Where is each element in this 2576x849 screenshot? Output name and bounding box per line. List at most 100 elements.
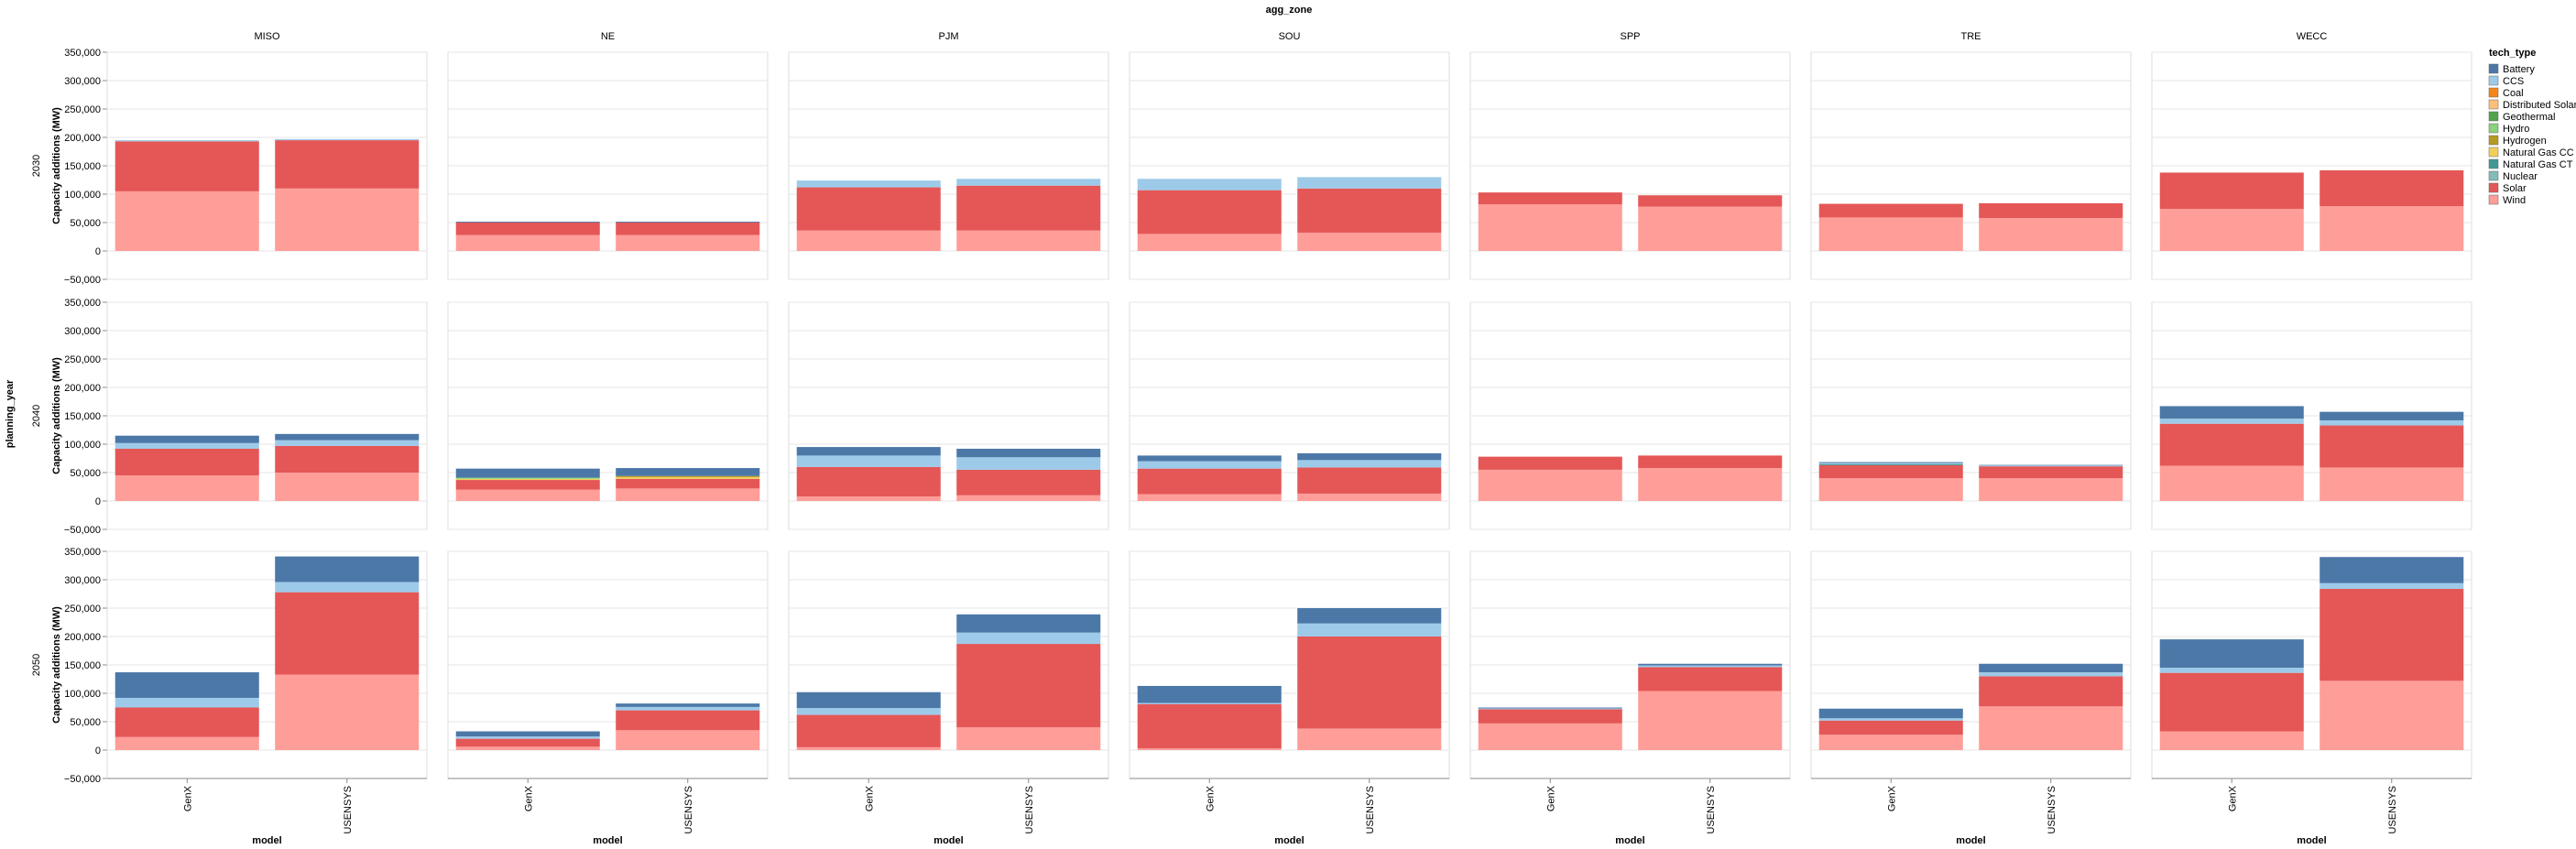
bar-segment-wind <box>1979 218 2123 251</box>
legend-swatch <box>2488 147 2499 158</box>
bar-segment-battery <box>115 672 259 698</box>
bar-segment-battery <box>1818 708 1963 719</box>
bar-segment-ccs <box>455 736 600 739</box>
facet-header-sou: SOU <box>1279 31 1301 42</box>
bar-segment-solar <box>275 592 420 675</box>
bar-segment-wind <box>796 496 941 501</box>
bar-segment-ccs <box>115 697 259 708</box>
bar-segment-solar <box>1979 202 2123 219</box>
bar-segment-wind <box>455 746 600 750</box>
bar-segment-battery <box>956 614 1101 633</box>
x-axis-title: model <box>1956 835 1985 846</box>
y-axis-title: Capacity additions (MW) <box>51 357 62 474</box>
bar-segment-wind <box>1297 728 1442 750</box>
bar-segment-wind <box>956 727 1101 750</box>
facet-panel-pjm-2040 <box>788 301 1109 530</box>
bar-segment-ccs <box>1818 718 1963 721</box>
bar-segment-ccs <box>1137 461 1282 469</box>
y-tick-label: 250,000 <box>64 104 101 115</box>
bar-segment-wind <box>115 475 259 501</box>
bar-segment-solar <box>1297 637 1442 729</box>
y-tick-label: 200,000 <box>64 383 101 394</box>
bar-segment-wind <box>1297 493 1442 501</box>
x-axis-title: model <box>1615 835 1644 846</box>
bar-segment-ccs <box>1137 702 1282 704</box>
bar-segment-wind <box>275 473 420 501</box>
legend-label-coal: Coal <box>2503 88 2524 99</box>
facet-panel-sou-2050 <box>1129 550 1450 779</box>
legend-swatch <box>2488 170 2499 181</box>
bar-segment-battery <box>1137 685 1282 703</box>
bar-segment-battery <box>1979 663 2123 673</box>
bar-segment-hydrogen <box>616 475 760 477</box>
x-tick-label-usensys: USENSYS <box>1024 786 1035 834</box>
y-tick-label: 200,000 <box>64 632 101 643</box>
bar-segment-solar <box>275 140 420 189</box>
row-label-2040: 2040 <box>31 405 42 427</box>
bar-segment-ccs <box>796 455 941 467</box>
legend-label-battery: Battery <box>2503 64 2535 75</box>
y-tick-label: 0 <box>95 746 101 756</box>
bar-segment-battery <box>956 448 1101 458</box>
bar-segment-wind <box>1638 206 1783 251</box>
legend-swatch <box>2488 135 2499 146</box>
bar-segment-solar <box>616 223 760 235</box>
bar-segment-ccs <box>796 180 941 188</box>
bar-segment-wind <box>1818 735 1963 750</box>
y-tick-label: 150,000 <box>64 161 101 172</box>
bar-segment-wind <box>2319 680 2464 750</box>
legend-swatch <box>2488 75 2499 86</box>
bar-segment-wind <box>956 230 1101 251</box>
bar-segment-ccs <box>2159 668 2304 673</box>
bar-segment-solar <box>1638 455 1783 469</box>
legend-label-solar: Solar <box>2503 183 2527 194</box>
y-tick-label: 50,000 <box>70 717 101 728</box>
facet-panel-ne-2030 <box>447 51 769 280</box>
facet-panel-miso-2050 <box>106 550 428 779</box>
y-tick-label: 100,000 <box>64 190 101 201</box>
bar-segment-wind <box>2319 467 2464 501</box>
facet-column-title: agg_zone <box>1266 5 1313 16</box>
bar-segment-wind <box>1818 217 1963 251</box>
legend-label-natural-gas-cc: Natural Gas CC <box>2503 147 2574 158</box>
bar-segment-ccs <box>1979 465 2123 467</box>
bar-segment-solar <box>2159 172 2304 210</box>
bar-segment-wind <box>1638 468 1783 501</box>
y-tick-label: 300,000 <box>64 326 101 337</box>
x-tick-label-usensys: USENSYS <box>1706 786 1717 834</box>
bar-segment-ccs <box>2159 419 2304 424</box>
bar-segment-wind <box>115 190 259 251</box>
y-axis-title: Capacity additions (MW) <box>51 107 62 224</box>
bar-segment-solar <box>956 644 1101 728</box>
y-tick-label: 100,000 <box>64 440 101 451</box>
legend-label-geothermal: Geothermal <box>2503 112 2555 123</box>
bar-segment-battery <box>1137 455 1282 462</box>
bar-segment-wind <box>455 234 600 251</box>
bar-segment-wind <box>616 730 760 750</box>
bar-segment-hydro <box>455 477 600 479</box>
bar-segment-battery <box>616 468 760 476</box>
bar-segment-solar <box>1979 676 2123 707</box>
legend-label-distributed-solar: Distributed Solar <box>2503 100 2576 111</box>
bar-segment-wind <box>1137 234 1282 251</box>
bar-segment-wind <box>2159 209 2304 251</box>
bar-segment-wind <box>1478 723 1622 750</box>
y-tick-label: −50,000 <box>64 275 101 286</box>
x-tick-label-genx: GenX <box>523 785 534 811</box>
y-tick-label: 350,000 <box>64 48 101 59</box>
x-axis-title: model <box>593 835 622 846</box>
facet-panel-pjm-2050 <box>788 550 1109 779</box>
bar-segment-wind <box>275 674 420 750</box>
bar-segment-wind <box>1137 494 1282 501</box>
bar-segment-ccs <box>1297 177 1442 189</box>
facet-panel-miso-2030 <box>106 51 428 280</box>
bar-segment-solar <box>275 445 420 473</box>
x-tick-label-usensys: USENSYS <box>343 786 354 834</box>
bar-segment-ccs <box>115 140 259 142</box>
bar-segment-solar <box>1297 467 1442 494</box>
bar-segment-wind <box>616 234 760 251</box>
bar-segment-solar <box>1638 667 1783 691</box>
bar-segment-solar <box>2319 425 2464 468</box>
